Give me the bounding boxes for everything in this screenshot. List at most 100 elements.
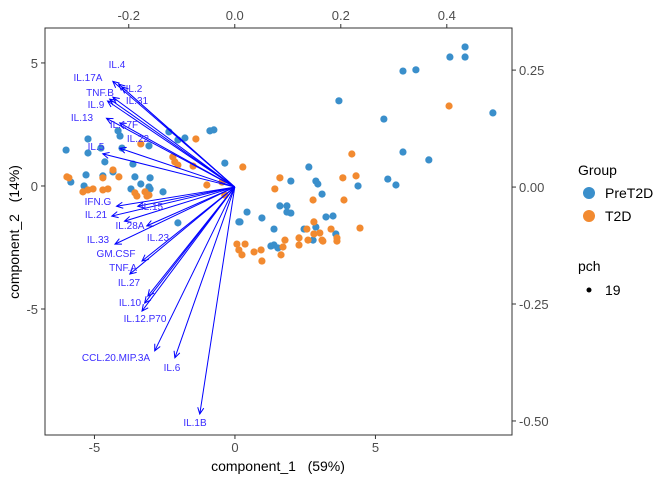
loading-label: IL.27 xyxy=(118,278,141,289)
point-t2d xyxy=(310,230,318,238)
loading-arrowhead xyxy=(118,122,127,129)
point-pret2d xyxy=(380,115,388,123)
point-t2d xyxy=(239,163,247,171)
point-pret2d xyxy=(62,146,70,154)
point-pret2d xyxy=(101,158,109,166)
loading-arrowhead xyxy=(136,201,145,209)
right-tick-label: -0.50 xyxy=(519,414,549,429)
loading-label: IL.15 xyxy=(141,202,164,213)
point-t2d xyxy=(241,240,249,248)
loading-label: IL.22 xyxy=(127,134,150,145)
point-pret2d xyxy=(399,148,407,156)
point-pret2d xyxy=(174,219,182,227)
point-t2d xyxy=(192,135,200,143)
loading-arrow xyxy=(154,186,236,352)
loading-arrowhead xyxy=(121,86,129,94)
point-t2d xyxy=(115,173,123,181)
point-pret2d xyxy=(258,214,266,222)
point-t2d xyxy=(319,237,327,245)
point-pret2d xyxy=(384,175,392,183)
point-t2d xyxy=(137,140,145,148)
point-pret2d xyxy=(159,188,167,196)
point-t2d xyxy=(109,166,117,174)
loading-arrow xyxy=(144,186,236,304)
loading-arrow xyxy=(174,186,236,358)
loading-arrow xyxy=(111,186,235,217)
loading-label: IL.31 xyxy=(126,96,149,107)
top-tick-label: 0.4 xyxy=(438,8,456,23)
point-pret2d xyxy=(84,149,92,157)
point-pret2d xyxy=(243,208,251,216)
loading-label: IL.23 xyxy=(147,233,170,244)
loading-arrow xyxy=(114,186,235,245)
point-pret2d xyxy=(270,225,278,233)
loading-label: IL.33 xyxy=(87,235,110,246)
loading-arrow xyxy=(137,186,235,207)
point-pret2d xyxy=(412,66,420,74)
loading-label: TNF.A xyxy=(109,263,137,274)
point-t2d xyxy=(279,243,287,251)
loading-label: IL.12.P70 xyxy=(124,314,167,325)
loading-arrowhead xyxy=(173,350,181,359)
top-tick-label: -0.2 xyxy=(118,8,140,23)
legend-t2d-key xyxy=(583,210,595,222)
point-pret2d xyxy=(309,236,317,244)
point-t2d xyxy=(258,257,266,265)
point-t2d xyxy=(316,229,324,237)
point-pret2d xyxy=(318,190,326,198)
loading-arrowhead xyxy=(115,201,124,209)
loading-arrow xyxy=(129,186,236,275)
loading-label: GM.CSF xyxy=(97,249,136,260)
point-t2d xyxy=(310,218,318,226)
loading-label: IL.21 xyxy=(85,210,108,221)
loading-label: IL.4 xyxy=(109,60,126,71)
point-t2d xyxy=(303,225,311,233)
point-pret2d xyxy=(287,177,295,185)
x-tick-label: 5 xyxy=(372,440,379,455)
legend-pret2d-label: PreT2D xyxy=(605,185,653,201)
loading-arrowhead xyxy=(117,83,126,91)
loading-arrowhead xyxy=(105,117,114,125)
loading-label: IL.13 xyxy=(71,113,94,124)
point-t2d xyxy=(276,174,284,182)
x-tick-label: -5 xyxy=(89,440,101,455)
point-t2d xyxy=(348,150,356,158)
loading-arrowhead xyxy=(111,80,120,88)
top-tick-label: 0.2 xyxy=(332,8,350,23)
loading-label: CCL.20.MIP.3A xyxy=(82,353,151,364)
point-t2d xyxy=(99,174,107,182)
x-axis-title: component_1 (59%) xyxy=(211,458,345,474)
point-t2d xyxy=(356,224,364,232)
point-pret2d xyxy=(392,181,400,189)
loading-label: IL.2 xyxy=(126,84,143,95)
loading-arrowhead xyxy=(123,216,132,223)
top-tick-label: 0.0 xyxy=(226,8,244,23)
point-pret2d xyxy=(354,182,362,190)
point-pret2d xyxy=(314,180,322,188)
point-pret2d xyxy=(399,67,407,75)
legend-pch-title: pch xyxy=(578,258,601,274)
loading-arrowhead xyxy=(118,146,127,154)
loading-arrowhead xyxy=(197,407,205,416)
loading-arrowhead xyxy=(113,238,122,245)
loading-arrow xyxy=(119,122,236,188)
loading-labels: IL.17A IL.4 IL.2 TNF.B IL.31 IL.9 IL.13 IL.17F I… xyxy=(71,60,207,429)
y-tick-label: -5 xyxy=(26,302,38,317)
point-pret2d xyxy=(181,134,189,142)
point-pret2d xyxy=(210,126,218,134)
right-tick-label: 0.00 xyxy=(519,180,544,195)
point-pret2d xyxy=(425,156,433,164)
point-t2d xyxy=(309,196,317,204)
point-t2d xyxy=(271,185,279,193)
point-t2d xyxy=(238,251,246,259)
point-pret2d xyxy=(287,209,295,217)
loading-arrow xyxy=(121,86,236,188)
point-t2d xyxy=(445,102,453,110)
point-pret2d xyxy=(235,218,243,226)
point-t2d xyxy=(304,236,312,244)
loading-arrowhead xyxy=(143,296,152,304)
point-t2d xyxy=(145,191,153,199)
legend-t2d-label: T2D xyxy=(605,208,631,224)
point-pret2d xyxy=(446,53,454,61)
point-pret2d xyxy=(283,202,291,210)
